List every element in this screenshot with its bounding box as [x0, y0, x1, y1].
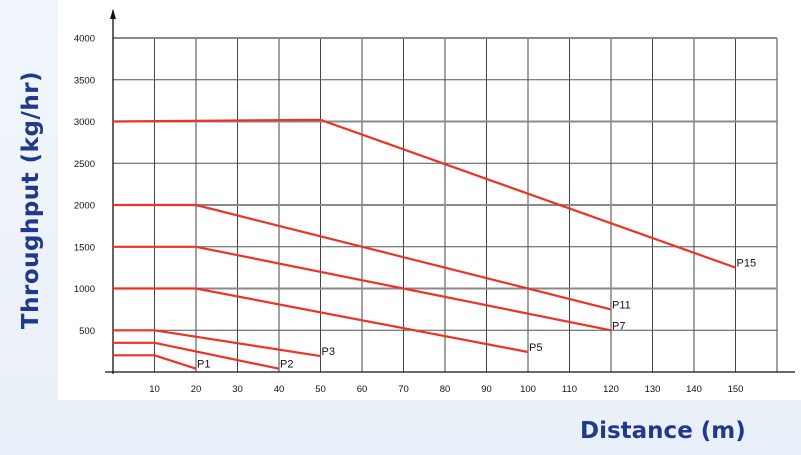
y-tick-label: 3500: [74, 75, 95, 86]
x-tick-label: 100: [520, 384, 536, 395]
x-tick-label: 70: [398, 384, 409, 395]
x-tick-label: 40: [274, 384, 285, 395]
x-tick-label: 30: [232, 384, 243, 395]
series-label-p11: P11: [612, 299, 631, 311]
series-label-p1: P1: [197, 359, 210, 371]
series-line-p15: [112, 118, 736, 269]
x-tick-label: 120: [603, 384, 619, 395]
series-label-p5: P5: [529, 342, 542, 354]
x-tick-label: 10: [149, 384, 160, 395]
series-line-p11: [113, 203, 612, 311]
y-tick-label: 1000: [74, 284, 95, 295]
y-axis-arrow: [110, 9, 116, 19]
series-label-p7: P7: [612, 320, 625, 332]
x-tick-label: 50: [315, 384, 326, 395]
y-axis-title: Throughput (kg/hr): [18, 70, 44, 330]
series-label-p15: P15: [737, 258, 757, 270]
x-tick-label: 80: [440, 384, 451, 395]
y-tick-label: 1500: [74, 242, 95, 253]
series-label-p2: P2: [280, 359, 293, 371]
y-tick-label: 3000: [74, 117, 95, 128]
series-line-p7: [113, 245, 612, 332]
series-line-p5: [113, 287, 529, 354]
y-tick-label: 4000: [74, 34, 95, 45]
series-label-p3: P3: [322, 346, 335, 358]
series-line-p1: [113, 354, 197, 370]
x-tick-label: 20: [191, 384, 202, 395]
y-tick-label: 500: [79, 326, 95, 337]
x-tick-label: 60: [357, 384, 368, 395]
series-line-p3: [113, 329, 321, 358]
y-tick-label: 2000: [74, 201, 95, 212]
x-tick-label: 130: [645, 384, 661, 395]
x-tick-label: 110: [562, 384, 577, 395]
x-axis-title: Distance (m): [580, 418, 746, 444]
x-tick-label: 150: [728, 384, 744, 395]
x-tick-label: 140: [686, 384, 702, 395]
y-tick-label: 2500: [74, 159, 95, 170]
series-line-p2: [113, 341, 280, 370]
x-tick-label: 90: [481, 384, 492, 395]
